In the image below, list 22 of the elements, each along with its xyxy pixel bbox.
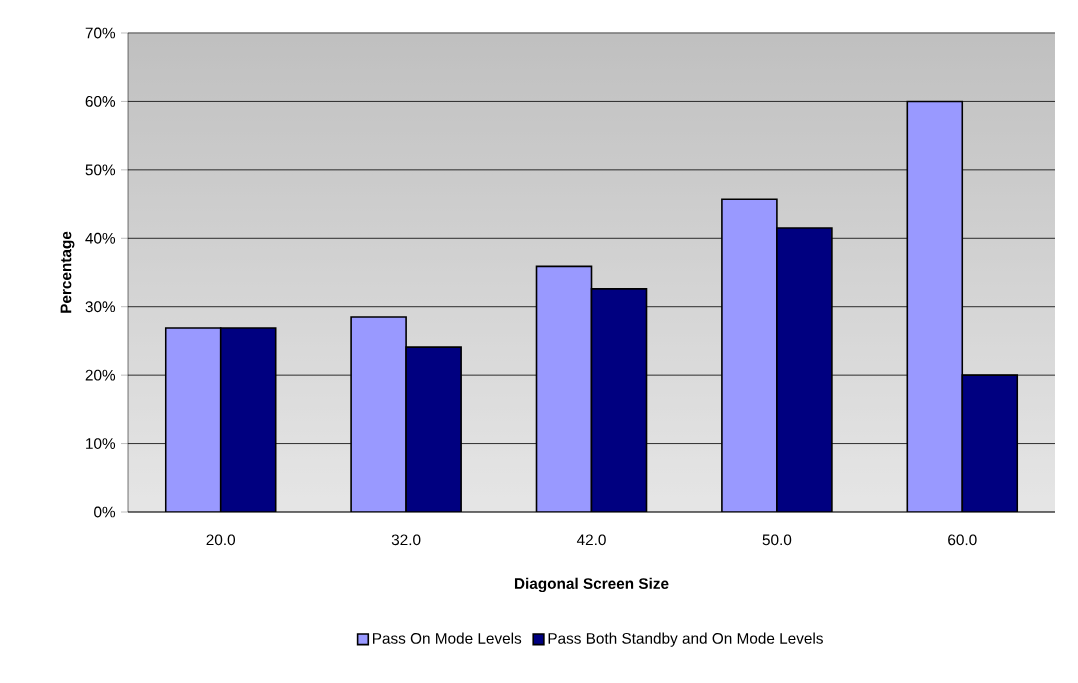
x-tick-label: 50.0 [762,534,792,546]
y-tick-label: 20% [85,369,116,381]
y-tick-label: 50% [85,164,116,176]
bar [961,374,1019,512]
y-tick-label: 60% [85,96,116,107]
x-tick-label: 42.0 [576,534,606,546]
y-tick-label: 70% [85,27,116,39]
y-axis-title: Percentage [60,231,75,313]
bar [776,227,833,512]
x-tick-label: 32.0 [391,534,421,546]
bar [219,327,277,512]
y-tick-label: 40% [85,232,116,244]
legend-label: Pass On Mode Levels [373,632,522,644]
y-tick-label: 10% [86,438,116,449]
y-tick-label: 30% [85,301,116,313]
x-tick-label: 20.0 [206,534,236,546]
x-axis-title: Diagonal Screen Size [514,577,669,593]
y-tick-label: 0% [94,506,116,518]
x-tick-label: 60.0 [948,534,977,546]
bar [405,346,462,512]
legend-label: Pass Both Standby and On Mode Levels [548,632,823,647]
bar [590,288,648,512]
